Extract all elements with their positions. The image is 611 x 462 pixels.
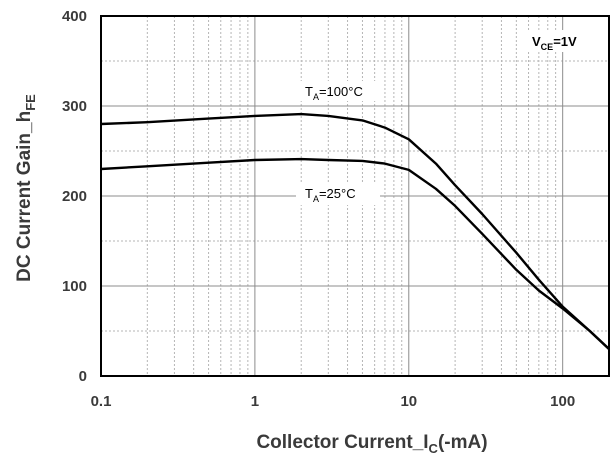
x-axis-title-tail: (-mA)	[438, 432, 488, 453]
y-tick-label: 0	[79, 368, 87, 385]
label-ta100: TA=100°C	[296, 81, 378, 102]
x-ticks: 0.1 1 10 100	[91, 393, 576, 410]
x-axis-title-main: Collector Current_I	[256, 432, 428, 453]
label-ta100-background	[296, 81, 378, 101]
x-tick-label: 10	[400, 393, 417, 410]
series-line-1	[100, 157, 610, 350]
label-ta25-main: T	[305, 186, 313, 201]
label-ta100-main: T	[305, 84, 313, 99]
condition-main: V	[532, 34, 541, 49]
x-tick-label: 0.1	[91, 393, 112, 410]
x-axis-title-sub: C	[429, 441, 439, 456]
label-ta25-sub: A	[313, 194, 319, 204]
condition-sub: CE	[541, 42, 554, 52]
y-axis-title: DC Current Gain_hFE	[14, 94, 38, 282]
plot-frame	[100, 15, 610, 377]
y-tick-label: 400	[62, 8, 87, 25]
condition-label: VCE=1V	[528, 30, 590, 52]
y-axis-title-sub: FE	[23, 94, 38, 111]
y-tick-label: 300	[62, 98, 87, 115]
y-tick-label: 100	[62, 278, 87, 295]
x-tick-label: 100	[550, 393, 575, 410]
label-ta100-tail: =100°C	[319, 84, 363, 99]
grid-major	[101, 16, 609, 376]
x-tick-label: 1	[251, 393, 259, 410]
label-ta25: TA=25°C	[296, 183, 380, 205]
y-ticks: 0 100 200 300 400	[62, 8, 87, 385]
condition-background	[528, 30, 590, 52]
label-ta100-sub: A	[313, 92, 319, 102]
condition-tail: =1V	[553, 34, 577, 49]
series-layer	[100, 112, 610, 350]
x-axis-title: Collector Current_IC(-mA)	[256, 432, 487, 456]
series-line-0	[100, 112, 610, 350]
label-ta25-tail: =25°C	[319, 186, 356, 201]
y-tick-label: 200	[62, 188, 87, 205]
label-ta25-background	[296, 183, 380, 205]
y-axis-title-main: DC Current Gain_h	[14, 111, 35, 282]
series-label-ta100: TA=100°C	[305, 84, 363, 102]
condition-text: VCE=1V	[532, 34, 577, 52]
series-label-ta25: TA=25°C	[305, 186, 356, 204]
